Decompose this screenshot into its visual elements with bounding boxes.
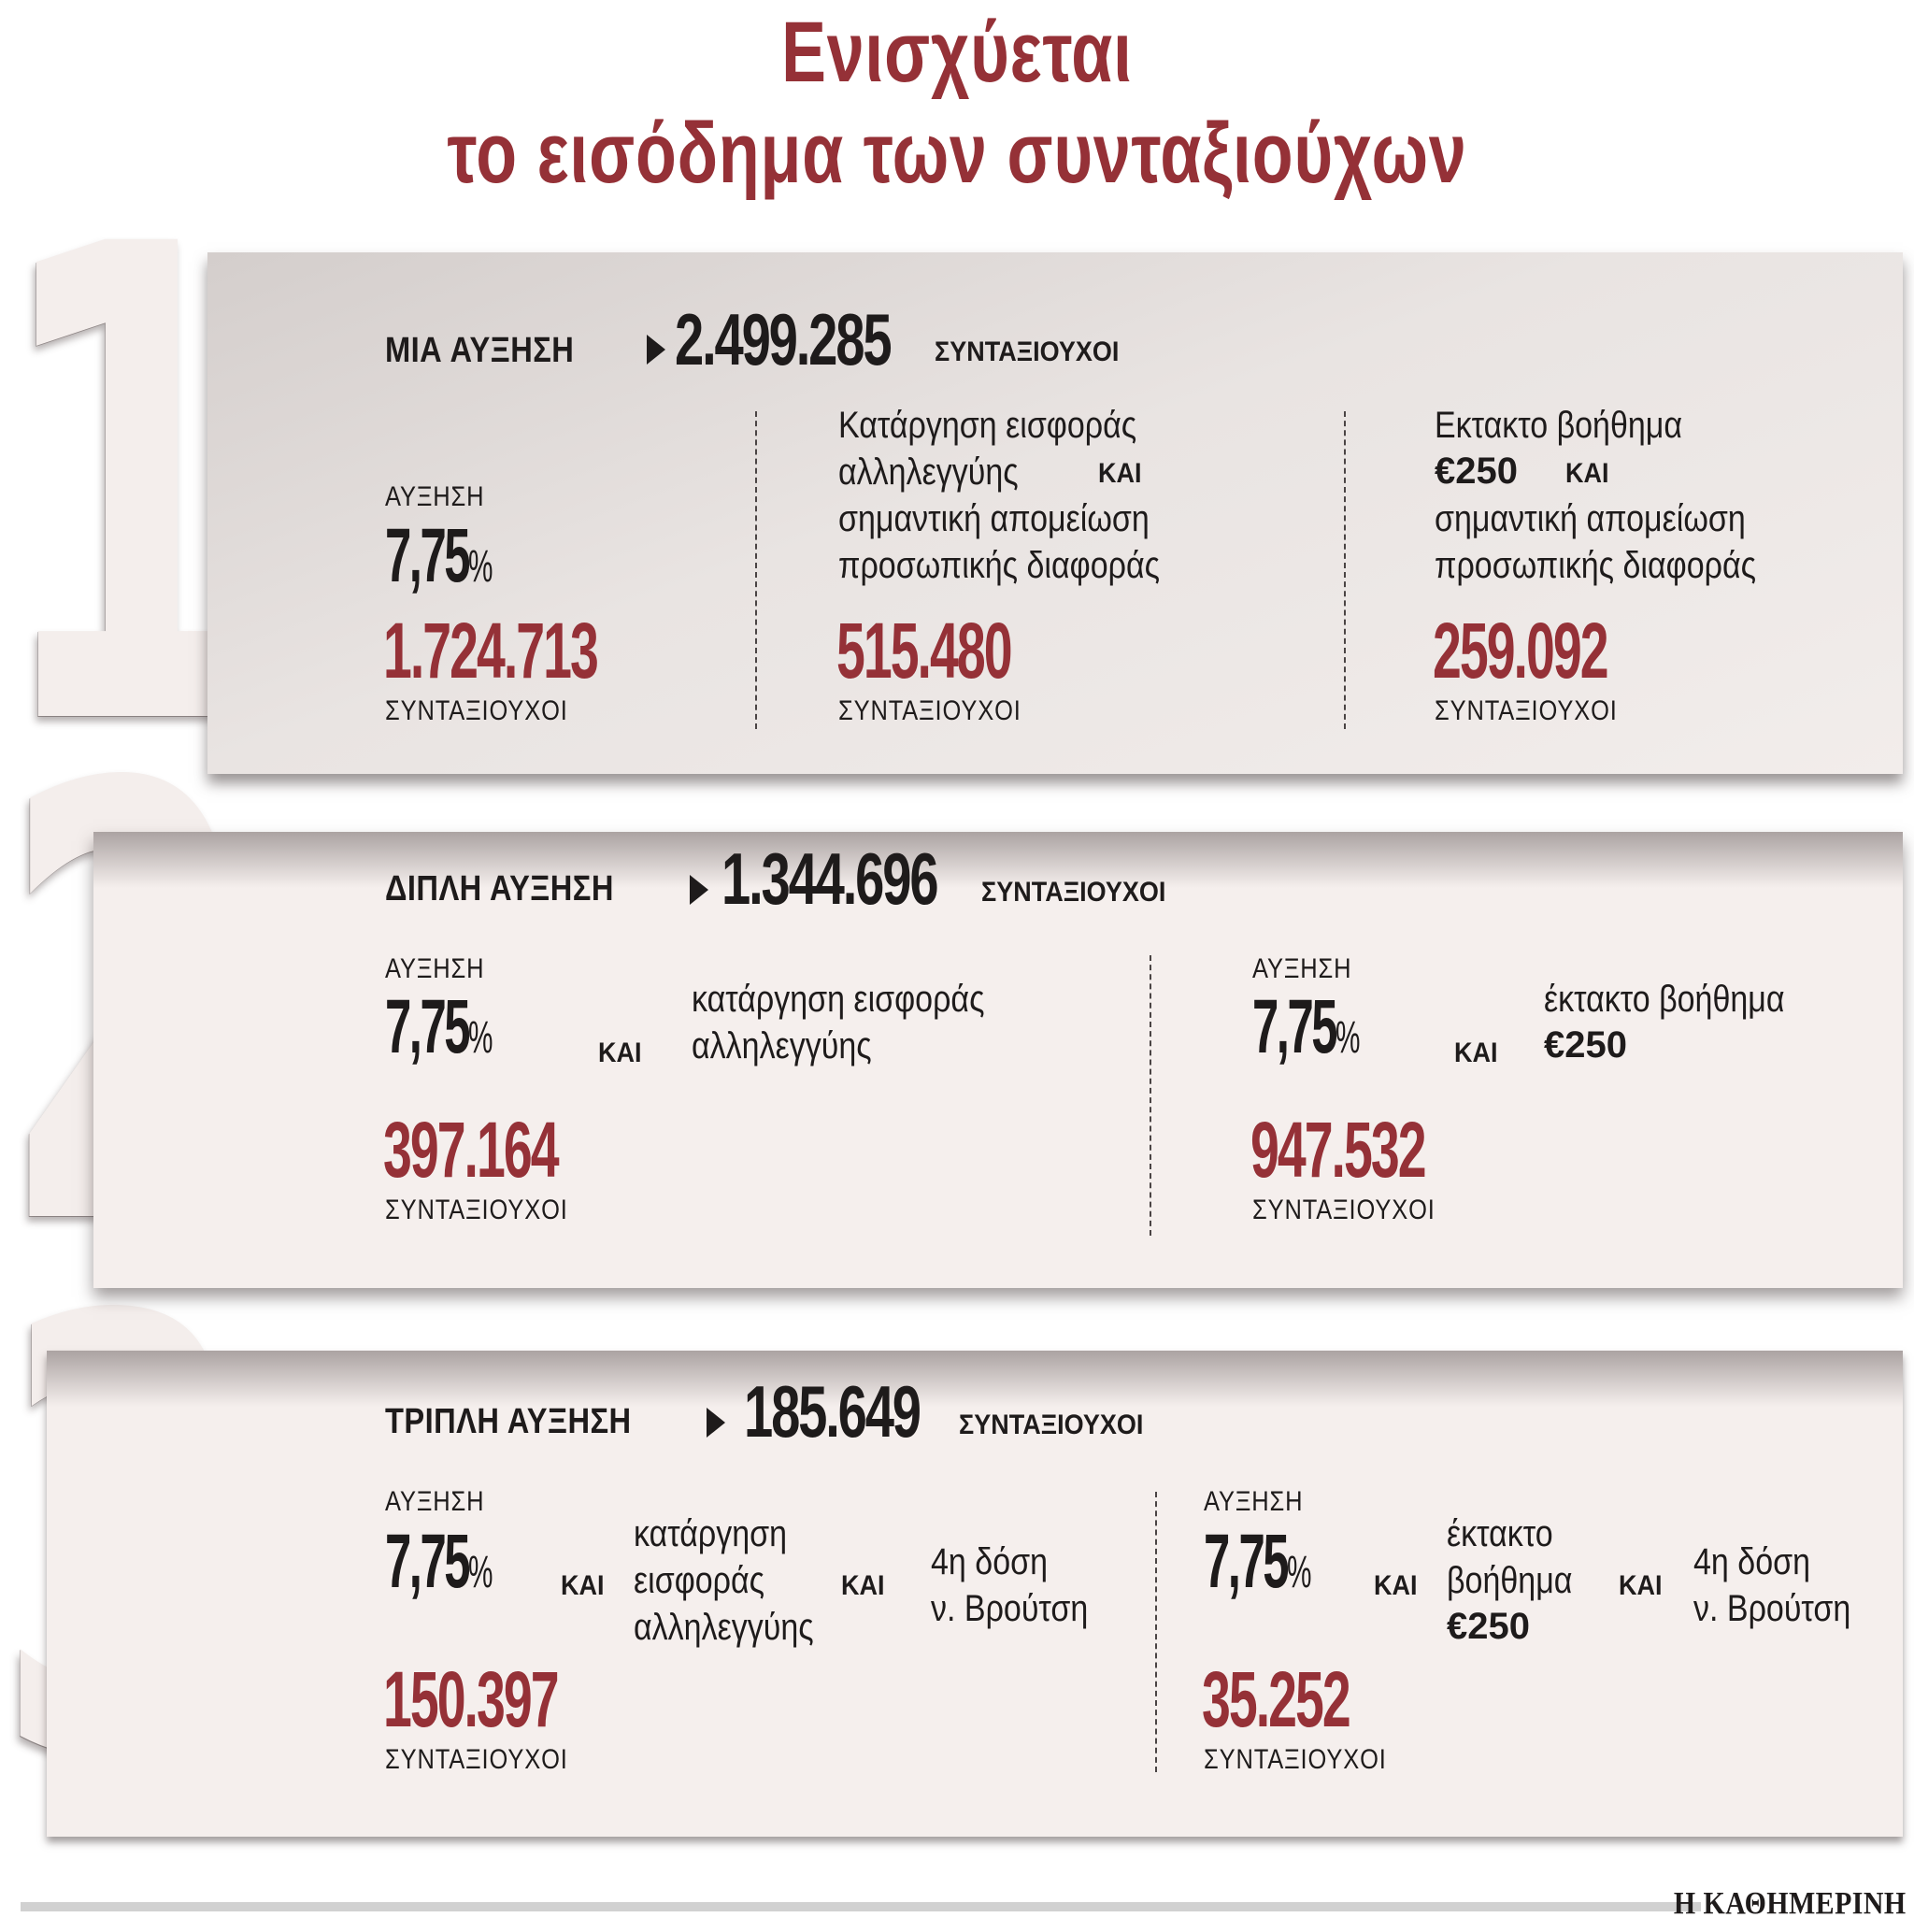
column-divider (1344, 411, 1346, 729)
measure-text-line-2: αλληλεγγύης (692, 1025, 872, 1066)
section-3-total-suffix: ΣΥΝΤΑΞΙΟΥΧΟΙ (959, 1410, 1144, 1440)
connector-and: ΚΑΙ (1565, 458, 1609, 489)
measure-text-line-1: κατάργηση (634, 1513, 787, 1554)
section-3-total: 185.649 (744, 1370, 921, 1453)
increase-percent: 7,75% (385, 989, 493, 1066)
measure-text-line-1: Εκτακτο βοήθημα (1435, 405, 1683, 446)
arrow-right-icon (647, 335, 665, 365)
connector-and: ΚΑΙ (1098, 458, 1142, 489)
measure-text-line-1: έκτακτο (1447, 1513, 1553, 1554)
percent-value: 7,75 (1252, 984, 1338, 1069)
increase-percent: 7,75% (385, 518, 493, 594)
measure-text-line-2: βοήθημα (1447, 1560, 1573, 1601)
bonus-amount: €250 (1447, 1606, 1530, 1647)
connector-and: ΚΑΙ (1374, 1570, 1418, 1601)
arrow-right-icon (690, 875, 708, 905)
percent-sign: % (1287, 1548, 1312, 1597)
connector-and: ΚΑΙ (1619, 1570, 1663, 1601)
publisher-logo: Η ΚΑΘΗΜΕΡΙΝΗ (1674, 1886, 1907, 1921)
section-3-label: ΤΡΙΠΛΗ ΑΥΞΗΣΗ (385, 1402, 632, 1441)
increase-percent: 7,75% (1252, 989, 1361, 1066)
pensioner-count: 150.397 (383, 1655, 560, 1743)
footer-rule (21, 1902, 1701, 1911)
pensioner-count: 259.092 (1433, 607, 1609, 694)
percent-sign: % (468, 542, 493, 592)
increase-label: ΑΥΞΗΣΗ (385, 1486, 485, 1517)
section-2-label: ΔΙΠΛΗ ΑΥΞΗΣΗ (385, 869, 614, 909)
column-divider (1150, 955, 1151, 1236)
measure-text-line-1: κατάργηση εισφοράς (692, 979, 985, 1020)
measure-text-line-4: προσωπικής διαφοράς (838, 545, 1160, 586)
section-2-total: 1.344.696 (721, 837, 939, 920)
measure-text-line-4: προσωπικής διαφοράς (1435, 545, 1756, 586)
bonus-amount: €250 (1435, 451, 1518, 492)
pensioner-count-suffix: ΣΥΝΤΑΞΙΟΥΧΟΙ (385, 1744, 568, 1775)
measure-text-line-1: έκτακτο βοήθημα (1544, 979, 1785, 1020)
section-panel-triple-increase (47, 1351, 1903, 1837)
section-1-label: ΜΙΑ ΑΥΞΗΣΗ (385, 331, 575, 370)
increase-label: ΑΥΞΗΣΗ (385, 481, 485, 512)
measure-text-line-2: αλληλεγγύης (838, 451, 1019, 493)
percent-sign: % (468, 1548, 493, 1597)
pensioner-count-suffix: ΣΥΝΤΑΞΙΟΥΧΟΙ (838, 695, 1021, 726)
percent-value: 7,75 (385, 1519, 471, 1604)
headline-line-2: το εισόδημα των συνταξιούχων (447, 106, 1467, 201)
increase-percent: 7,75% (385, 1524, 493, 1600)
arrow-right-icon (707, 1408, 725, 1438)
increase-label: ΑΥΞΗΣΗ (385, 953, 485, 984)
extra-measure-line-2: ν. Βρούτση (931, 1588, 1089, 1629)
pensioner-count: 515.480 (836, 607, 1013, 694)
pensioner-count-suffix: ΣΥΝΤΑΞΙΟΥΧΟΙ (385, 1195, 568, 1225)
percent-sign: % (468, 1013, 493, 1063)
measure-text-line-2: εισφοράς (634, 1560, 765, 1601)
measure-text-line-3: σημαντική απομείωση (1435, 498, 1746, 539)
pensioner-count-suffix: ΣΥΝΤΑΞΙΟΥΧΟΙ (385, 695, 568, 726)
connector-and: ΚΑΙ (598, 1038, 642, 1068)
connector-and: ΚΑΙ (561, 1570, 605, 1601)
increase-label: ΑΥΞΗΣΗ (1252, 953, 1352, 984)
headline-line-1: Ενισχύεται (781, 5, 1133, 100)
pensioner-count: 35.252 (1202, 1655, 1351, 1743)
measure-text-line-1: Κατάργηση εισφοράς (838, 405, 1137, 446)
pensioner-count: 397.164 (383, 1106, 560, 1194)
section-1-total: 2.499.285 (675, 298, 893, 380)
extra-measure-line-1: 4η δόση (931, 1541, 1049, 1582)
section-2-total-suffix: ΣΥΝΤΑΞΙΟΥΧΟΙ (981, 877, 1166, 908)
measure-text-line-3: σημαντική απομείωση (838, 498, 1150, 539)
section-panel-double-increase (93, 832, 1903, 1288)
column-divider (755, 411, 757, 729)
pensioner-count-suffix: ΣΥΝΤΑΞΙΟΥΧΟΙ (1252, 1195, 1436, 1225)
increase-label: ΑΥΞΗΣΗ (1204, 1486, 1304, 1517)
measure-text-line-3: αλληλεγγύης (634, 1607, 814, 1648)
column-divider (1155, 1492, 1157, 1772)
percent-value: 7,75 (385, 513, 471, 598)
pensioner-count-suffix: ΣΥΝΤΑΞΙΟΥΧΟΙ (1204, 1744, 1387, 1775)
bonus-amount: €250 (1544, 1024, 1627, 1066)
connector-and: ΚΑΙ (1454, 1038, 1498, 1068)
section-panel-single-increase (207, 252, 1903, 774)
increase-percent: 7,75% (1204, 1524, 1312, 1600)
percent-value: 7,75 (385, 984, 471, 1069)
pensioner-count: 1.724.713 (383, 607, 599, 694)
percent-sign: % (1336, 1013, 1361, 1063)
percent-value: 7,75 (1204, 1519, 1290, 1604)
pensioner-count: 947.532 (1250, 1106, 1427, 1194)
pensioner-count-suffix: ΣΥΝΤΑΞΙΟΥΧΟΙ (1435, 695, 1618, 726)
extra-measure-line-1: 4η δόση (1693, 1541, 1811, 1582)
section-1-total-suffix: ΣΥΝΤΑΞΙΟΥΧΟΙ (935, 336, 1120, 367)
extra-measure-line-2: ν. Βρούτση (1693, 1588, 1851, 1629)
connector-and: ΚΑΙ (841, 1570, 885, 1601)
